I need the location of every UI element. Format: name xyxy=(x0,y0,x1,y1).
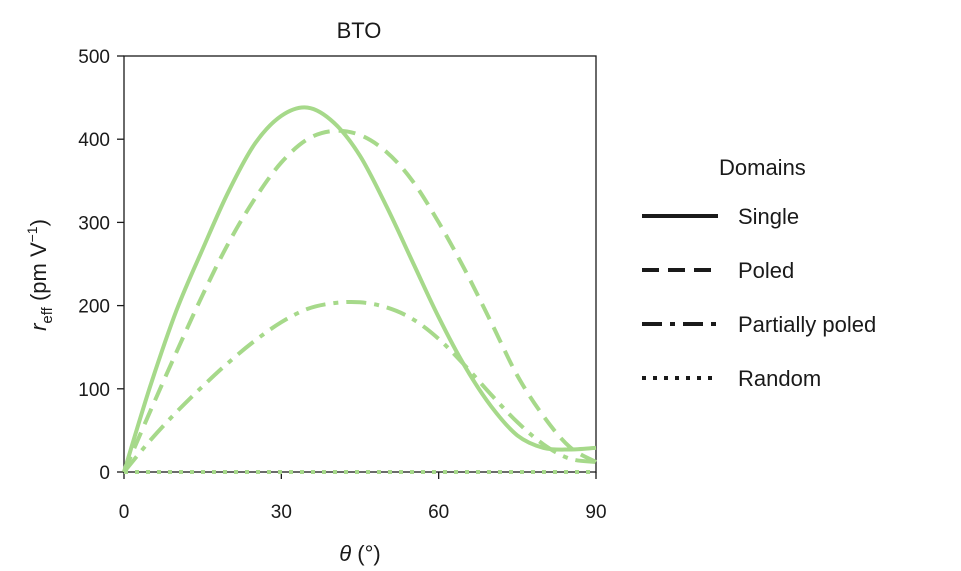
x-tick-label-2: 60 xyxy=(428,502,449,523)
y-axis-label: reff (pm V−1) xyxy=(24,219,56,331)
plot-frame xyxy=(123,55,597,473)
y-tick-label-3: 300 xyxy=(78,213,110,234)
series-line-single xyxy=(122,105,597,473)
chart-title: BTO xyxy=(337,18,382,43)
legend-label-single: Single xyxy=(738,204,799,229)
series-line-poled xyxy=(122,128,597,473)
legend-label-random: Random xyxy=(738,366,821,391)
x-axis-label: θ (°) xyxy=(339,541,381,566)
y-tick-label-1: 100 xyxy=(78,380,110,401)
legend-label-partially-poled: Partially poled xyxy=(738,312,876,337)
y-axis: 0 100 200 300 400 500 xyxy=(78,47,124,484)
y-axis-unit-pre: (pm V xyxy=(26,242,51,307)
y-tick-label-2: 200 xyxy=(78,297,110,318)
y-axis-symbol: r xyxy=(26,322,51,331)
y-tick-label-5: 500 xyxy=(78,47,110,68)
y-axis-subscript: eff xyxy=(39,306,56,323)
legend-label-poled: Poled xyxy=(738,258,794,283)
x-axis-symbol: θ xyxy=(339,541,351,566)
x-tick-label-1: 30 xyxy=(271,502,292,523)
legend: Domains Single Poled Partially poled Random xyxy=(642,155,876,391)
y-tick-label-4: 400 xyxy=(78,130,110,151)
y-axis-unit-sup: −1 xyxy=(24,226,40,242)
y-axis-unit-post: ) xyxy=(26,219,51,226)
x-tick-label-0: 0 xyxy=(119,502,130,523)
x-axis: 0 30 60 90 xyxy=(119,472,607,523)
legend-title: Domains xyxy=(719,155,806,180)
y-tick-label-0: 0 xyxy=(99,463,110,484)
x-axis-unit: (°) xyxy=(351,541,381,566)
series-line-partially-poled xyxy=(122,299,597,474)
x-tick-label-3: 90 xyxy=(585,502,606,523)
series-lines xyxy=(122,105,597,474)
